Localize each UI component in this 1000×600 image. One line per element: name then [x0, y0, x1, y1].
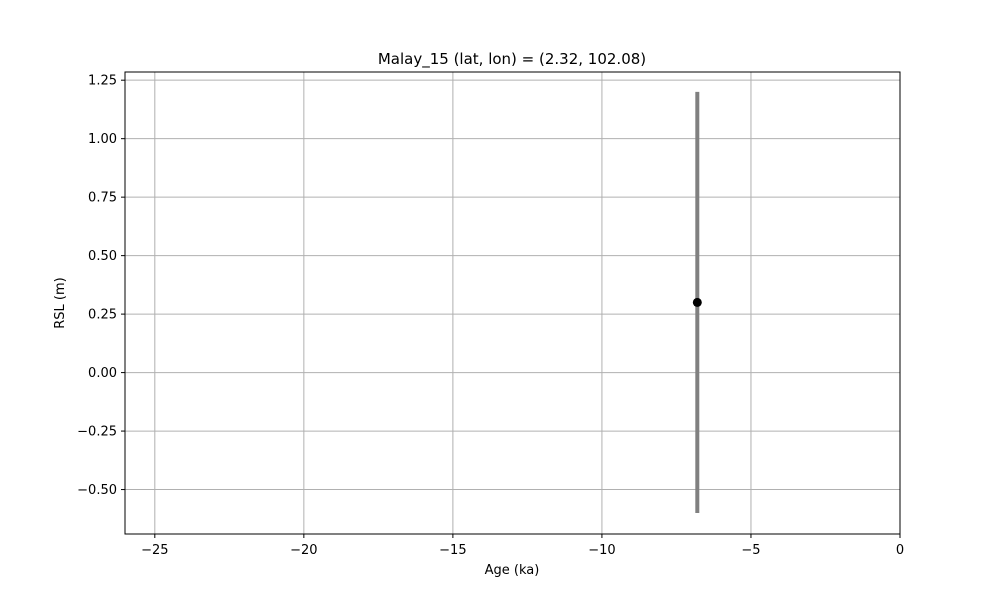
y-tick-label: 1.25 — [88, 74, 117, 89]
x-tick-label: −25 — [141, 543, 168, 558]
y-tick-label: 0.25 — [88, 308, 117, 323]
x-tick-label: −20 — [290, 543, 317, 558]
y-tick-label: 1.00 — [88, 132, 117, 147]
y-tick-label: 0.00 — [88, 366, 117, 381]
tick-layer: −25 −20 −15 −10 −5 0 −0.50 −0.25 0.00 0.25 0.50 0.7… — [77, 74, 904, 558]
y-tick-label: −0.25 — [77, 425, 117, 440]
x-tick-label: −15 — [439, 543, 466, 558]
data-layer — [692, 91, 702, 513]
axes-frame — [124, 71, 901, 535]
chart-title: Malay_15 (lat, lon) = (2.32, 102.08) — [378, 50, 646, 69]
y-axis-label: RSL (m) — [53, 277, 68, 328]
x-tick-label: −5 — [741, 543, 760, 558]
x-tick-label: −10 — [588, 543, 615, 558]
y-tick-label: 0.75 — [88, 191, 117, 206]
x-axis-label: Age (ka) — [485, 563, 540, 578]
grid-layer — [125, 72, 901, 534]
y-tick-label: −0.50 — [77, 483, 117, 498]
y-tick-label: 0.50 — [88, 249, 117, 264]
data-point — [692, 297, 702, 307]
x-tick-label: 0 — [896, 543, 904, 558]
